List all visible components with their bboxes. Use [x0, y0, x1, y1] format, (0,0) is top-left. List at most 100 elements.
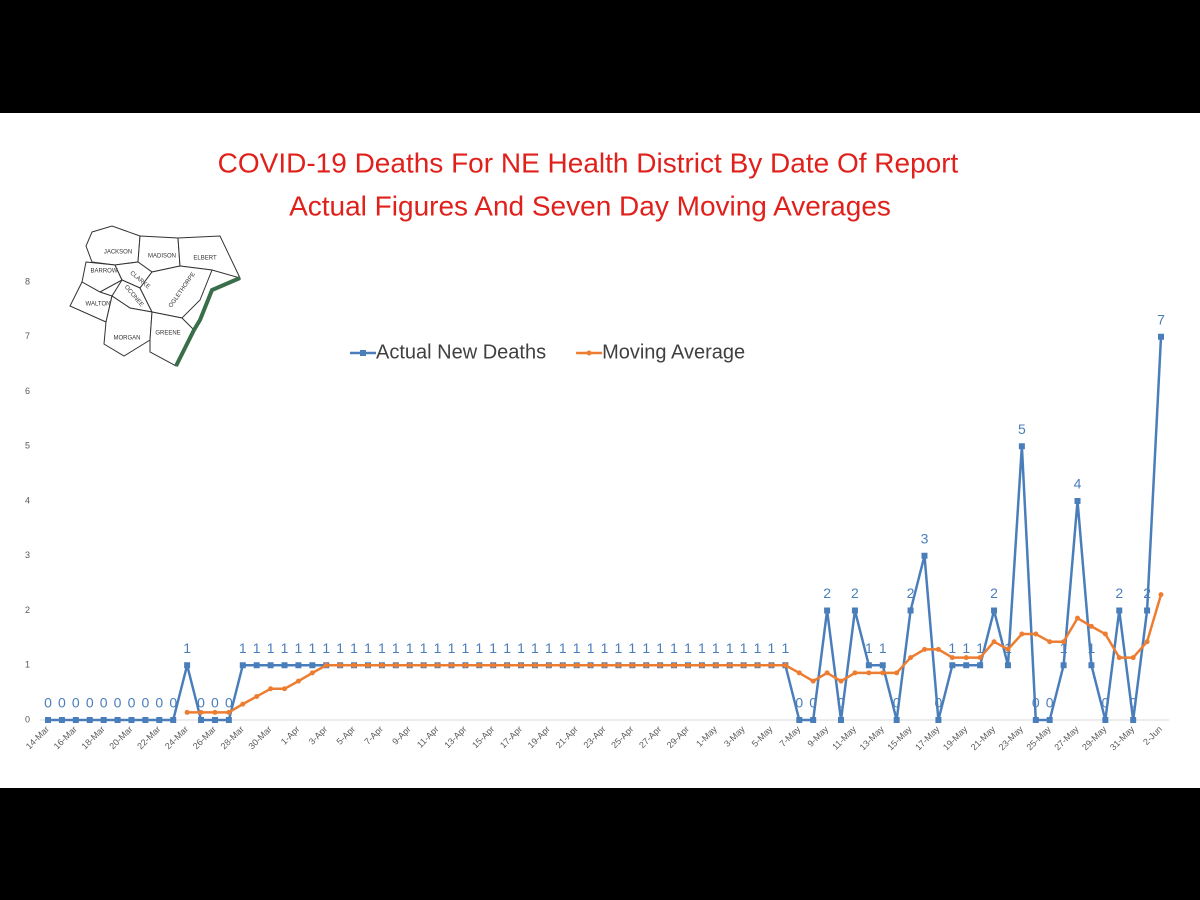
data-label: 5 — [1018, 421, 1026, 437]
point — [211, 717, 218, 723]
point — [365, 662, 371, 668]
data-label: 1 — [336, 640, 344, 656]
point — [448, 662, 454, 668]
data-label: 1 — [253, 640, 261, 656]
point — [893, 717, 900, 723]
point — [574, 662, 580, 668]
data-label: 1 — [768, 640, 776, 656]
y-tick-label: 6 — [25, 386, 30, 396]
point — [560, 662, 566, 668]
point — [908, 655, 914, 661]
data-label: 1 — [698, 640, 706, 656]
point — [1060, 662, 1067, 669]
point — [768, 662, 774, 668]
point — [360, 350, 366, 356]
data-label: 1 — [601, 640, 609, 656]
point — [239, 662, 246, 669]
point — [588, 662, 594, 668]
point — [170, 717, 177, 723]
point — [504, 662, 510, 668]
point — [156, 717, 163, 723]
data-label: 1 — [281, 640, 289, 656]
county-label: MADISON — [148, 254, 176, 260]
data-label: 1 — [406, 640, 414, 656]
point — [1018, 443, 1025, 450]
point — [782, 662, 788, 668]
data-label: 0 — [114, 695, 122, 711]
point — [629, 662, 635, 668]
point — [72, 717, 79, 723]
data-label: 1 — [239, 640, 247, 656]
data-label: 1 — [740, 640, 748, 656]
data-label: 0 — [58, 695, 66, 711]
y-tick-label: 2 — [25, 605, 30, 615]
point — [1116, 655, 1122, 661]
county-label: BARROW — [91, 269, 118, 275]
data-label: 1 — [962, 640, 970, 656]
data-label: 1 — [489, 640, 497, 656]
point — [267, 662, 274, 669]
y-tick-label: 7 — [25, 331, 30, 341]
point — [1061, 639, 1067, 645]
point — [198, 717, 205, 723]
data-label: 1 — [573, 640, 581, 656]
point — [476, 662, 482, 668]
point — [309, 670, 315, 676]
y-tick-label: 0 — [25, 714, 30, 724]
point — [490, 662, 496, 668]
data-label: 1 — [726, 640, 734, 656]
point — [880, 670, 886, 676]
data-label: 1 — [295, 640, 303, 656]
data-label: 0 — [1032, 695, 1040, 711]
point — [755, 662, 761, 668]
point — [337, 662, 343, 668]
point — [198, 709, 204, 715]
point — [1116, 607, 1123, 614]
point — [100, 717, 107, 723]
county-label: ELBERT — [193, 256, 217, 262]
data-label: 1 — [392, 640, 400, 656]
point — [1102, 631, 1108, 637]
point — [935, 646, 941, 652]
point — [45, 717, 51, 723]
point — [86, 717, 93, 723]
point — [1144, 639, 1150, 645]
legend-label: Actual New Deaths — [376, 341, 546, 363]
point — [142, 717, 149, 723]
point — [407, 662, 413, 668]
point — [741, 662, 747, 668]
data-label: 1 — [712, 640, 720, 656]
point — [921, 646, 927, 652]
point — [309, 662, 316, 669]
point — [379, 662, 385, 668]
point — [226, 709, 232, 715]
point — [865, 662, 872, 669]
point — [1158, 592, 1164, 598]
point — [713, 662, 719, 668]
point — [1047, 639, 1053, 645]
data-label: 1 — [656, 640, 664, 656]
point — [462, 662, 468, 668]
data-label: 1 — [420, 640, 428, 656]
point — [657, 662, 663, 668]
data-label: 1 — [545, 640, 553, 656]
point — [727, 662, 733, 668]
data-label: 1 — [461, 640, 469, 656]
point — [532, 662, 538, 668]
point — [1144, 607, 1151, 614]
data-label: 0 — [141, 695, 149, 711]
point — [1005, 646, 1011, 652]
point — [114, 717, 121, 723]
data-label: 1 — [517, 640, 525, 656]
data-label: 1 — [642, 640, 650, 656]
y-tick-label: 5 — [25, 441, 30, 451]
point — [1004, 662, 1011, 669]
data-label: 1 — [503, 640, 511, 656]
point — [838, 717, 845, 723]
data-label: 0 — [225, 695, 233, 711]
point — [351, 662, 357, 668]
data-label: 1 — [322, 640, 330, 656]
data-label: 0 — [1101, 695, 1109, 711]
